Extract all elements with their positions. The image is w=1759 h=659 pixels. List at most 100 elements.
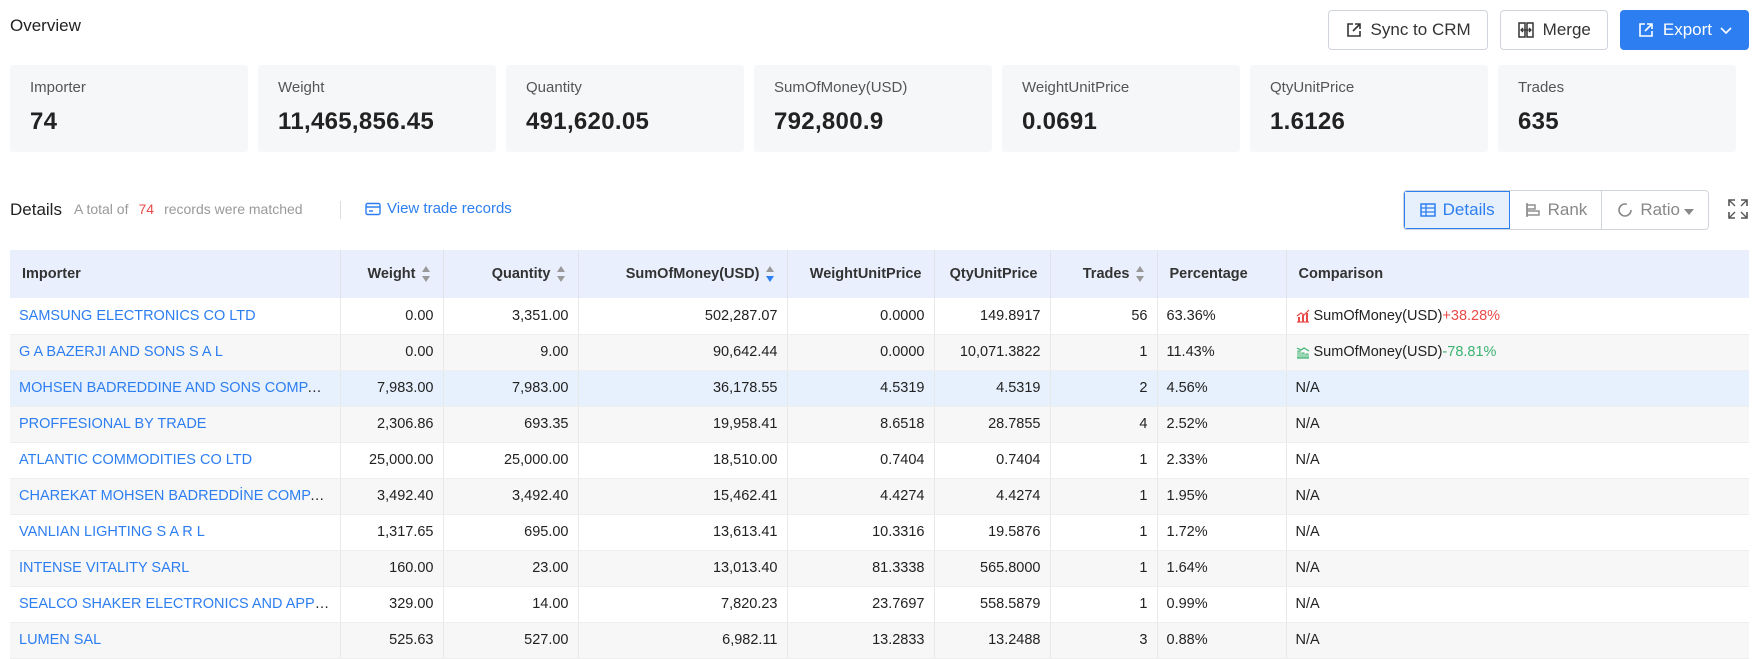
cell-qty-unit-price: 4.5319 (934, 370, 1051, 407)
cell-quantity: 7,983.00 (443, 370, 579, 407)
records-count: A total of 74 records were matched (74, 201, 303, 217)
table-row-highlighted: MOHSEN BADREDDINE AND SONS COMPANY 7,983… (10, 370, 1749, 407)
cell-percentage: 1.64% (1157, 550, 1287, 587)
cell-quantity: 695.00 (443, 514, 579, 551)
importer-link[interactable]: VANLIAN LIGHTING S A R L (19, 524, 205, 540)
view-trade-records-link[interactable]: View trade records (365, 200, 512, 217)
cell-importer[interactable]: SEALCO SHAKER ELECTRONICS AND APPLIANCES… (10, 586, 341, 623)
merge-label: Merge (1542, 20, 1591, 39)
cell-trades: 1 (1050, 514, 1158, 551)
cell-sum-of-money: 7,820.23 (578, 586, 788, 623)
col-header-label: Weight (367, 265, 416, 282)
view-rank-tab[interactable]: Rank (1510, 191, 1603, 229)
trend-down-chart-icon (1296, 345, 1310, 359)
cell-importer[interactable]: VANLIAN LIGHTING S A R L (10, 514, 341, 551)
importer-link[interactable]: INTENSE VITALITY SARL (19, 560, 190, 576)
cell-weight: 525.63 (340, 622, 444, 659)
cell-quantity: 9.00 (443, 334, 579, 371)
cell-sum-of-money: 15,462.41 (578, 478, 788, 515)
cell-trades: 56 (1050, 298, 1158, 335)
cell-percentage: 0.88% (1157, 622, 1287, 659)
col-header-weight-unit-price: WeightUnitPrice (787, 250, 935, 298)
merge-button[interactable]: Merge (1499, 10, 1608, 50)
cell-weight: 3,492.40 (340, 478, 444, 515)
cell-importer[interactable]: MOHSEN BADREDDINE AND SONS COMPANY (10, 370, 341, 407)
col-header-quantity[interactable]: Quantity (443, 250, 579, 298)
table-row: SAMSUNG ELECTRONICS CO LTD 0.00 3,351.00… (10, 298, 1749, 335)
cell-percentage: 63.36% (1157, 298, 1287, 335)
export-icon (1637, 21, 1655, 39)
sync-to-crm-label: Sync to CRM (1370, 20, 1471, 39)
col-header-qty-unit-price: QtyUnitPrice (934, 250, 1051, 298)
cell-quantity: 3,492.40 (443, 478, 579, 515)
cell-percentage: 2.52% (1157, 406, 1287, 443)
stat-label: Trades (1518, 79, 1565, 96)
cell-weight: 1,317.65 (340, 514, 444, 551)
cell-weight-unit-price: 0.7404 (787, 442, 935, 479)
cell-comparison: SumOfMoney(USD) +38.28% (1286, 298, 1749, 335)
cell-quantity: 3,351.00 (443, 298, 579, 335)
cell-importer[interactable]: SAMSUNG ELECTRONICS CO LTD (10, 298, 341, 335)
cell-qty-unit-price: 13.2488 (934, 622, 1051, 659)
cell-trades: 1 (1050, 334, 1158, 371)
col-header-weight[interactable]: Weight (340, 250, 444, 298)
importer-link[interactable]: SEALCO SHAKER ELECTRONICS AND APPLIANCES… (19, 596, 339, 612)
cell-weight: 0.00 (340, 298, 444, 335)
table-row: VANLIAN LIGHTING S A R L 1,317.65 695.00… (10, 514, 1749, 551)
count-number: 74 (138, 201, 155, 217)
cell-trades: 1 (1050, 442, 1158, 479)
view-ratio-tab[interactable]: Ratio (1602, 191, 1708, 229)
sort-desc-icon[interactable] (765, 266, 775, 283)
table-row: LUMEN SAL 525.63 527.00 6,982.11 13.2833… (10, 622, 1749, 659)
cell-importer[interactable]: ATLANTIC COMMODITIES CO LTD (10, 442, 341, 479)
view-rank-label: Rank (1547, 200, 1588, 219)
cell-qty-unit-price: 10,071.3822 (934, 334, 1051, 371)
cell-qty-unit-price: 19.5876 (934, 514, 1051, 551)
sort-icon[interactable] (1135, 266, 1145, 283)
col-header-label: Trades (1082, 265, 1130, 282)
details-table-wrapper: Importer Weight Quantity SumOfMoney(USD)… (10, 250, 1749, 659)
stat-label: SumOfMoney(USD) (774, 79, 908, 96)
stat-label: QtyUnitPrice (1270, 79, 1355, 96)
importer-link[interactable]: ATLANTIC COMMODITIES CO LTD (19, 452, 253, 468)
sort-icon[interactable] (421, 266, 431, 283)
table-row: SEALCO SHAKER ELECTRONICS AND APPLIANCES… (10, 586, 1749, 623)
col-header-percentage: Percentage (1157, 250, 1287, 298)
importer-link[interactable]: MOHSEN BADREDDINE AND SONS COMPANY (19, 380, 337, 396)
cell-percentage: 0.99% (1157, 586, 1287, 623)
cell-trades: 3 (1050, 622, 1158, 659)
importer-link[interactable]: CHAREKAT MOHSEN BADREDDİNE COMPANY AN... (19, 488, 340, 504)
importer-link[interactable]: SAMSUNG ELECTRONICS CO LTD (19, 307, 256, 324)
cell-quantity: 23.00 (443, 550, 579, 587)
cell-qty-unit-price: 149.8917 (934, 298, 1051, 335)
col-header-sum-of-money[interactable]: SumOfMoney(USD) (578, 250, 788, 298)
stat-card-sum-of-money: SumOfMoney(USD) 792,800.9 (754, 65, 992, 152)
fullscreen-icon[interactable] (1727, 198, 1749, 220)
sort-icon[interactable] (556, 266, 566, 283)
merge-icon (1517, 21, 1535, 39)
col-header-trades[interactable]: Trades (1050, 250, 1158, 298)
cell-importer[interactable]: CHAREKAT MOHSEN BADREDDİNE COMPANY AN... (10, 478, 341, 515)
cell-quantity: 527.00 (443, 622, 579, 659)
importer-link[interactable]: G A BAZERJI AND SONS S A L (19, 344, 223, 360)
sync-to-crm-button[interactable]: Sync to CRM (1327, 10, 1488, 50)
cell-importer[interactable]: LUMEN SAL (10, 622, 341, 659)
importer-link[interactable]: LUMEN SAL (19, 632, 102, 648)
importer-link[interactable]: PROFFESIONAL BY TRADE (19, 416, 207, 432)
export-button[interactable]: Export (1619, 10, 1749, 50)
cell-importer[interactable]: G A BAZERJI AND SONS S A L (10, 334, 341, 371)
cell-sum-of-money: 502,287.07 (578, 298, 788, 335)
stat-value: 1.6126 (1270, 108, 1346, 135)
cell-importer[interactable]: PROFFESIONAL BY TRADE (10, 406, 341, 443)
col-header-label: QtyUnitPrice (949, 266, 1038, 282)
cell-sum-of-money: 19,958.41 (578, 406, 788, 443)
page-title: Overview (10, 16, 81, 35)
cell-trades: 1 (1050, 586, 1158, 623)
cell-sum-of-money: 18,510.00 (578, 442, 788, 479)
stat-value: 792,800.9 (774, 108, 884, 135)
cell-importer[interactable]: INTENSE VITALITY SARL (10, 550, 341, 587)
view-ratio-label: Ratio (1640, 200, 1680, 219)
cell-weight: 25,000.00 (340, 442, 444, 479)
cell-comparison: N/A (1286, 550, 1749, 587)
view-details-tab[interactable]: Details (1403, 191, 1510, 229)
